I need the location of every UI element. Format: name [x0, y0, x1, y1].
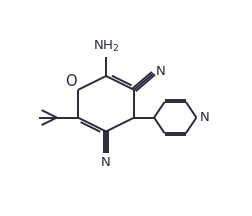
Text: NH$_2$: NH$_2$: [93, 39, 119, 54]
Text: O: O: [65, 74, 77, 89]
Text: N: N: [199, 111, 209, 124]
Text: N: N: [156, 65, 166, 78]
Text: N: N: [101, 156, 111, 168]
